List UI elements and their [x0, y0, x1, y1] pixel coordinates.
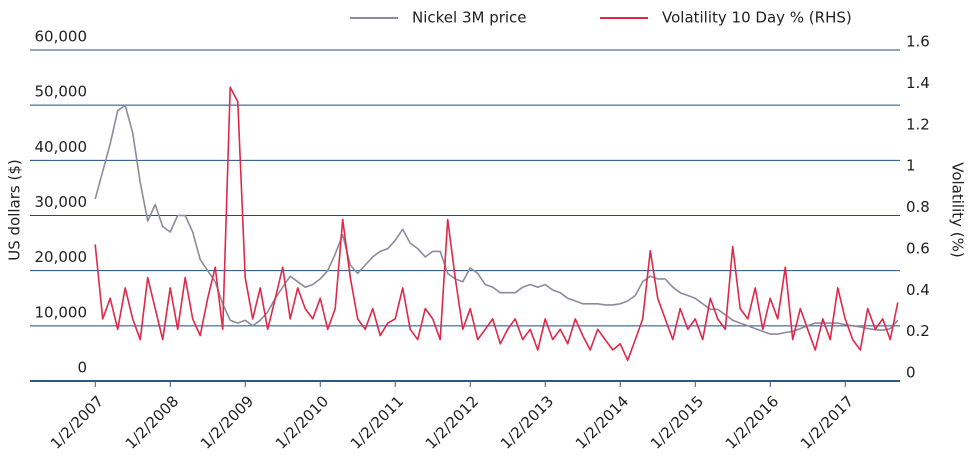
y2-tick-label: 0.8 [906, 198, 930, 216]
x-tick-label: 1/2/2011 [347, 392, 407, 452]
y-tick-label: 40,000 [35, 138, 88, 156]
x-tick-label: 1/2/2014 [572, 392, 632, 452]
y-tick-label: 30,000 [35, 193, 88, 211]
x-tick-label: 1/2/2015 [647, 392, 707, 452]
legend-label: Volatility 10 Day % (RHS) [662, 9, 852, 27]
y2-tick-label: 1.2 [906, 115, 930, 133]
y2-tick-label: 0.6 [906, 239, 930, 257]
line-series [94, 86, 899, 362]
x-tick-label: 1/2/2012 [422, 392, 482, 452]
x-tick-label: 1/2/2009 [197, 392, 257, 452]
legend-label: Nickel 3M price [412, 9, 527, 27]
y2-tick-label: 1.4 [906, 74, 930, 92]
x-tick-label: 1/2/2016 [722, 392, 782, 452]
y2-tick-label: 1 [906, 157, 916, 175]
y2-tick-label: 0.4 [906, 281, 930, 299]
y-tick-label: 60,000 [35, 28, 88, 46]
line-series [94, 104, 899, 335]
y-tick-label: 20,000 [35, 248, 88, 266]
y2-tick-label: 1.6 [906, 33, 930, 51]
y-axis-label: US dollars ($) [6, 159, 24, 261]
x-tick-label: 1/2/2007 [47, 392, 107, 452]
x-tick-label: 1/2/2017 [797, 392, 857, 452]
x-tick-label: 1/2/2008 [122, 392, 182, 452]
y-tick-label: 0 [77, 359, 87, 377]
x-tick-label: 1/2/2013 [497, 392, 557, 452]
x-tick-label: 1/2/2010 [272, 392, 332, 452]
y-tick-label: 50,000 [35, 83, 88, 101]
y-tick-label: 10,000 [35, 303, 88, 321]
y2-tick-label: 0 [906, 364, 916, 382]
y2-axis-label: Volatility (%) [949, 162, 967, 258]
y2-tick-label: 0.2 [906, 322, 930, 340]
